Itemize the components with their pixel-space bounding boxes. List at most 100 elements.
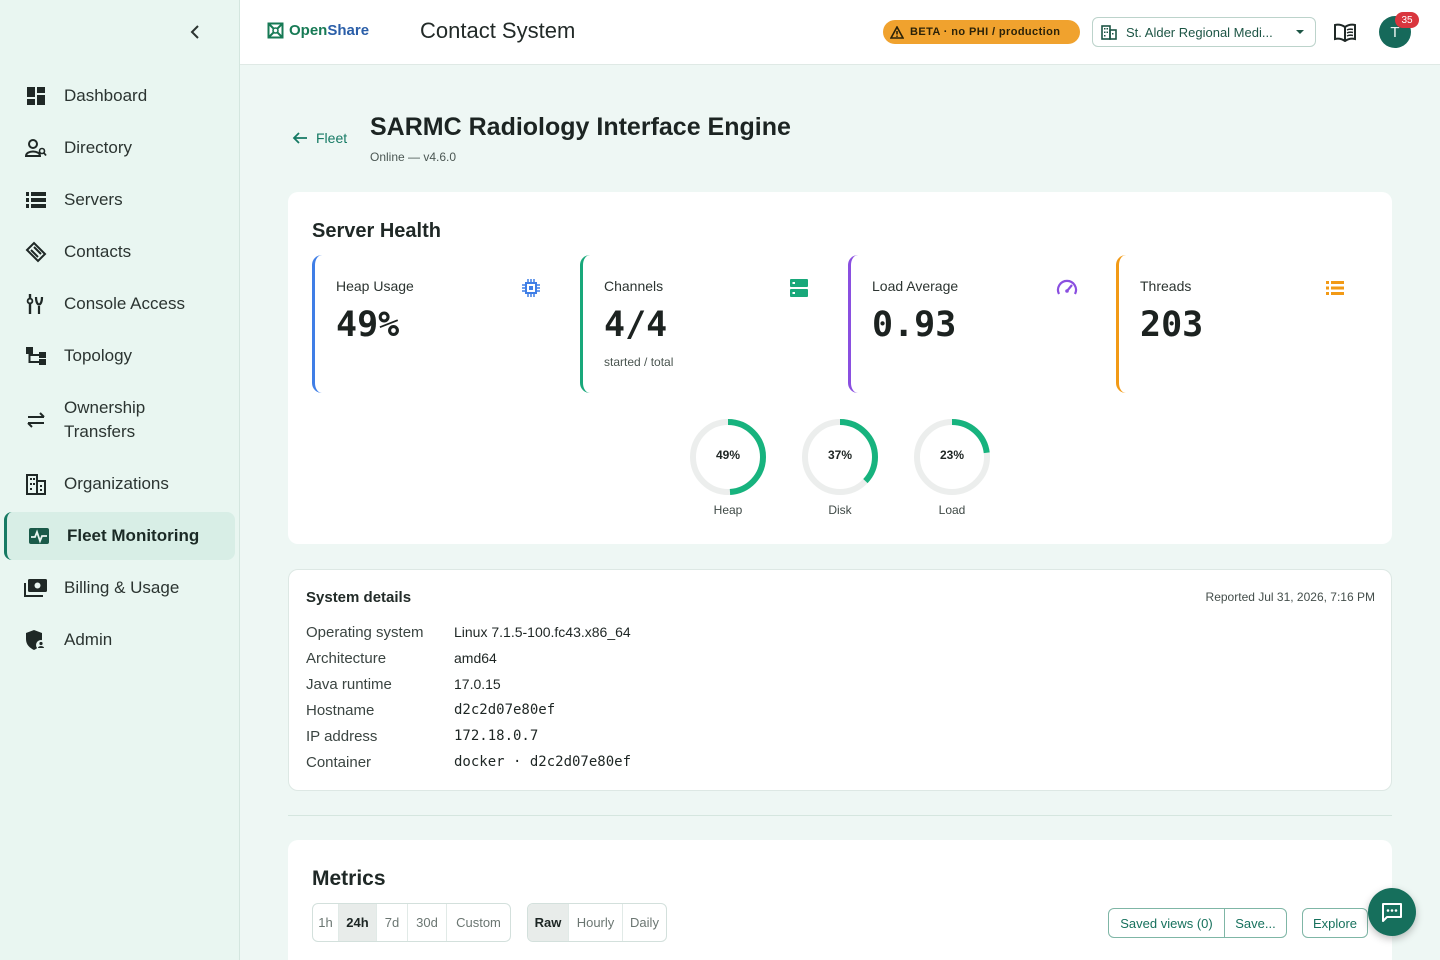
detail-key: Operating system (306, 624, 424, 641)
gauge-value: 49% (715, 448, 741, 462)
sidebar-item-ownership-transfers[interactable]: Ownership Transfers (4, 384, 235, 456)
feedback-fab-button[interactable] (1368, 888, 1416, 936)
sidebar: Dashboard Directory Servers Contacts Con… (0, 0, 240, 960)
brand-logo[interactable]: OpenShare (267, 22, 369, 39)
brand-name-share: Share (327, 22, 370, 39)
sidebar-item-servers[interactable]: Servers (4, 176, 235, 224)
system-details-card: System details Reported Jul 31, 2026, 7:… (288, 569, 1392, 791)
range-24h-button[interactable]: 24h (339, 904, 377, 941)
brand-name-open: Open (289, 22, 328, 39)
console-access-icon (24, 292, 48, 316)
organization-select-value: St. Alder Regional Medi... (1126, 24, 1273, 40)
range-custom-button[interactable]: Custom (456, 915, 501, 930)
granularity-selector: Raw Hourly Daily (527, 903, 667, 942)
gauge-load: 23% Load (912, 417, 992, 517)
sidebar-item-organizations[interactable]: Organizations (4, 460, 235, 508)
documentation-button[interactable] (1332, 20, 1358, 44)
gauge-heap: 49% Heap (688, 417, 768, 517)
stat-sublabel: started / total (604, 355, 674, 369)
save-view-button[interactable]: Save... (1224, 909, 1286, 937)
dashboard-icon (24, 84, 48, 108)
logo-icon (267, 22, 284, 39)
organization-select[interactable]: St. Alder Regional Medi... (1092, 17, 1316, 47)
detail-row-architecture: Architecture amd64 (306, 650, 1366, 672)
granularity-hourly-button[interactable]: Hourly (569, 904, 623, 941)
gauge-label: Load (938, 503, 966, 517)
gauge-value: 23% (939, 448, 965, 462)
sidebar-item-billing-usage[interactable]: Billing & Usage (4, 564, 235, 612)
range-30d-button[interactable]: 30d (408, 904, 447, 941)
contacts-icon (24, 240, 48, 264)
app-title: Contact System (420, 18, 576, 43)
stat-value: 0.93 (872, 305, 957, 345)
sidebar-item-label: Organizations (64, 474, 169, 493)
back-to-fleet-link[interactable]: Fleet (292, 130, 347, 146)
stat-label: Threads (1140, 278, 1192, 294)
detail-row-hostname: Hostname d2c2d07e80ef (306, 702, 1366, 724)
explore-button[interactable]: Explore (1302, 908, 1368, 938)
detail-row-java-runtime: Java runtime 17.0.15 (306, 676, 1366, 698)
sidebar-collapse-button[interactable] (184, 20, 206, 44)
server-health-card: Server Health Heap Usage 49% Channels 4/… (288, 192, 1392, 544)
feedback-chat-icon (1382, 903, 1402, 922)
detail-value: Linux 7.1.5-100.fc43.x86_64 (454, 624, 631, 640)
detail-value: 17.0.15 (454, 676, 501, 692)
caret-down-icon (1296, 30, 1304, 34)
detail-value: amd64 (454, 650, 497, 666)
sidebar-item-label: Billing & Usage (64, 578, 180, 597)
stat-label: Heap Usage (336, 278, 414, 294)
sidebar-item-dashboard[interactable]: Dashboard (4, 72, 235, 120)
stat-channels: Channels 4/4 started / total (580, 255, 820, 393)
transfer-arrows-icon (24, 408, 48, 432)
range-7d-button[interactable]: 7d (377, 904, 408, 941)
granularity-raw-button[interactable]: Raw (528, 904, 569, 941)
server-status-subtitle: Online — v4.6.0 (370, 150, 457, 164)
system-details-title: System details (306, 589, 412, 606)
detail-key: IP address (306, 728, 378, 745)
person-search-icon (24, 136, 48, 160)
chevron-left-icon (190, 25, 199, 39)
stat-label: Load Average (872, 278, 959, 294)
sidebar-item-console-access[interactable]: Console Access (4, 280, 235, 328)
sidebar-item-label: Dashboard (64, 86, 148, 105)
sidebar-item-topology[interactable]: Topology (4, 332, 235, 380)
detail-row-operating-system: Operating system Linux 7.1.5-100.fc43.x8… (306, 624, 1366, 646)
sidebar-item-admin[interactable]: Admin (4, 616, 235, 664)
detail-row-container: Container docker · d2c2d07e80ef (306, 754, 1366, 776)
gauge-ring (802, 419, 878, 495)
gauge-ring (914, 419, 990, 495)
sidebar-item-label: Topology (64, 346, 133, 365)
sidebar-item-contacts[interactable]: Contacts (4, 228, 235, 276)
list-icon (1324, 277, 1346, 299)
stat-heap-usage: Heap Usage 49% (312, 255, 552, 393)
detail-key: Container (306, 754, 372, 771)
saved-views-button[interactable]: Saved views (0) (1120, 915, 1213, 931)
sidebar-item-label: Ownership Transfers (64, 398, 146, 441)
gauge-fill-arc (802, 419, 878, 495)
gauge-label: Heap (713, 503, 743, 517)
beta-badge-label: BETA · no PHI / production (910, 26, 1061, 38)
granularity-daily-button[interactable]: Daily (630, 915, 659, 930)
book-open-icon (1334, 23, 1356, 42)
arrow-left-icon (292, 132, 307, 144)
beta-badge: BETA · no PHI / production (883, 20, 1080, 44)
sidebar-item-directory[interactable]: Directory (4, 124, 235, 172)
detail-value: 172.18.0.7 (454, 728, 539, 744)
monitoring-icon (27, 524, 51, 548)
cpu-chip-icon (520, 277, 542, 299)
page-title: SARMC Radiology Interface Engine (370, 113, 791, 141)
server-list-icon (24, 188, 48, 212)
topology-icon (24, 344, 48, 368)
speedometer-icon (1056, 277, 1078, 299)
sidebar-item-fleet-monitoring[interactable]: Fleet Monitoring (4, 512, 235, 560)
range-1h-button[interactable]: 1h (313, 904, 339, 941)
time-range-selector: 1h 24h 7d 30d Custom (312, 903, 511, 942)
sidebar-item-label: Console Access (64, 294, 185, 313)
gauge-fill-arc (914, 419, 990, 495)
detail-value: d2c2d07e80ef (454, 702, 556, 718)
detail-value: docker · d2c2d07e80ef (454, 754, 632, 770)
sidebar-item-label: Admin (64, 630, 113, 649)
warning-icon (890, 25, 904, 39)
sidebar-item-label: Servers (64, 190, 123, 209)
metrics-title: Metrics (312, 867, 386, 890)
